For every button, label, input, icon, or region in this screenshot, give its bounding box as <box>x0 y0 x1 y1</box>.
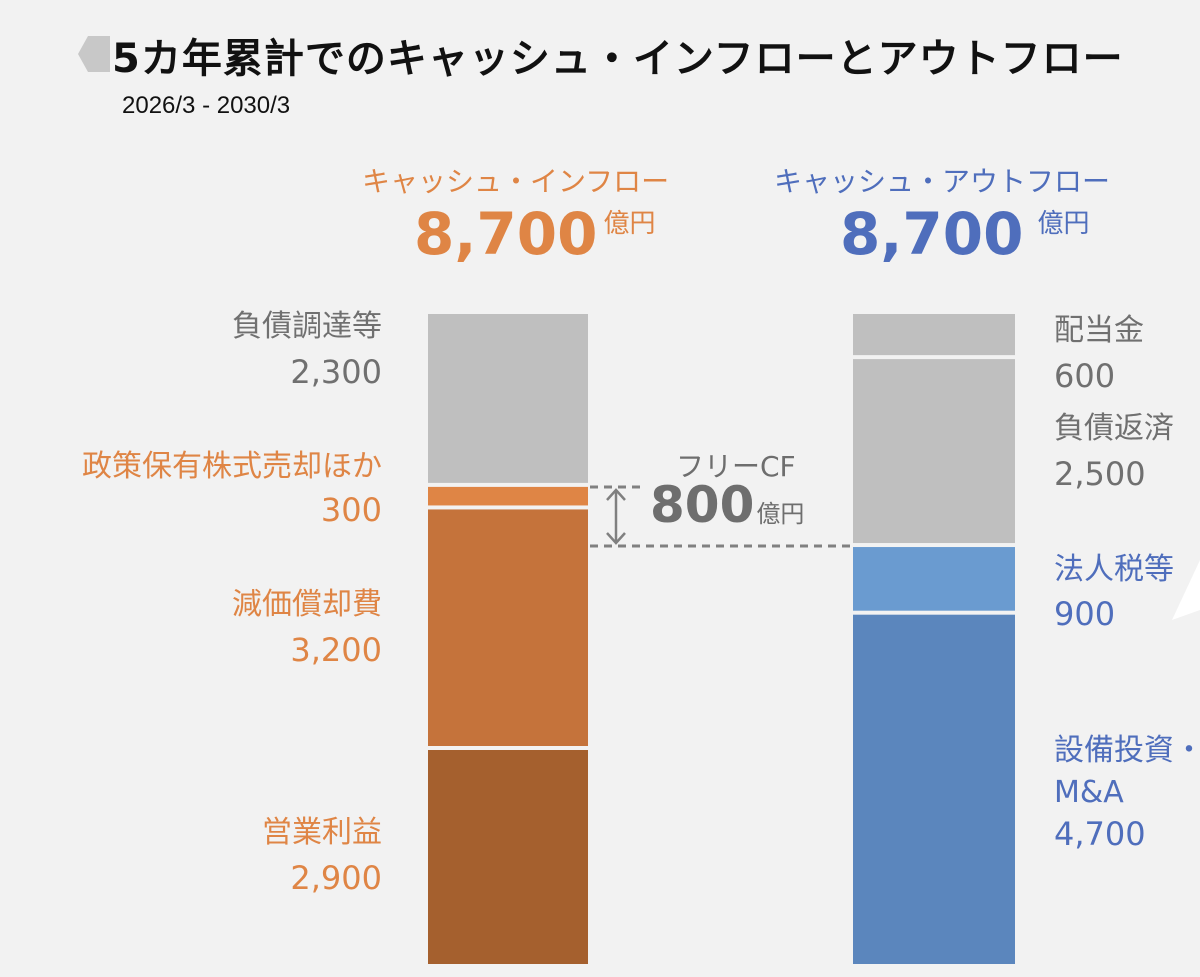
inflow-total: 8,700 億円 <box>414 200 655 268</box>
inflow-total-value: 8,700 <box>414 200 598 268</box>
outflow-total: 8,700 億円 <box>840 200 1089 268</box>
outflow-bar-segment-2 <box>853 359 1015 544</box>
outflow-segment-name-0-line-1: M&A <box>1054 775 1124 810</box>
inflow-bar-segment-3 <box>428 314 588 483</box>
inflow-header-label: キャッシュ・インフロー <box>362 165 670 198</box>
outflow-bar-stack <box>853 314 1015 964</box>
title-marker-icon <box>78 36 110 72</box>
outflow-segment-name-0: 設備投資・ M&A <box>1054 730 1200 814</box>
page-title: 5カ年累計でのキャッシュ・インフローとアウトフロー <box>112 36 1124 82</box>
inflow-segment-name-2: 政策保有株式売却ほか <box>82 449 382 484</box>
free-cf-value: 800 <box>650 476 755 534</box>
outflow-bar-segment-1 <box>853 547 1015 611</box>
inflow-bar-segment-2 <box>428 486 588 506</box>
outflow-segment-name-3: 配当金 <box>1054 313 1144 348</box>
outflow-header-label: キャッシュ・アウトフロー <box>774 165 1111 198</box>
outflow-segment-value-3: 600 <box>1054 357 1116 395</box>
outflow-segment-value-0: 4,700 <box>1054 815 1146 853</box>
inflow-segment-value-0: 2,900 <box>290 859 382 897</box>
outflow-total-unit: 億円 <box>1037 209 1090 239</box>
outflow-segment-name-0-line-0: 設備投資・ <box>1054 733 1200 768</box>
free-cf-unit: 億円 <box>756 500 805 528</box>
outflow-segment-value-1: 900 <box>1054 595 1116 633</box>
inflow-bar-stack <box>428 314 588 964</box>
inflow-segment-name-1: 減価償却費 <box>232 587 382 622</box>
inflow-segment-value-2: 300 <box>320 491 382 529</box>
free-cf-bracket <box>590 485 852 548</box>
outflow-total-value: 8,700 <box>840 200 1024 268</box>
inflow-bar-segment-1 <box>428 509 588 746</box>
inflow-segment-name-3: 負債調達等 <box>232 309 382 344</box>
page-subtitle: 2026/3 - 2030/3 <box>122 92 291 119</box>
outflow-segment-name-1: 法人税等 <box>1054 552 1174 587</box>
inflow-total-unit: 億円 <box>603 209 656 239</box>
outflow-segment-value-2: 2,500 <box>1054 455 1146 493</box>
inflow-segment-value-3: 2,300 <box>290 353 382 391</box>
free-cf-label: フリーCF <box>676 450 796 483</box>
free-cf-arrow-up <box>606 488 626 501</box>
outflow-segment-name-2: 負債返済 <box>1054 411 1174 446</box>
inflow-segment-value-1: 3,200 <box>290 631 382 669</box>
callout-pointer-icon <box>1172 560 1200 620</box>
inflow-bar-segment-0 <box>428 750 588 964</box>
outflow-bar-segment-0 <box>853 614 1015 964</box>
free-cf-amount: 800億円 <box>650 476 804 534</box>
outflow-bar-segment-3 <box>853 314 1015 356</box>
inflow-segment-name-0: 営業利益 <box>262 815 382 850</box>
free-cf-arrow-down <box>606 532 626 545</box>
